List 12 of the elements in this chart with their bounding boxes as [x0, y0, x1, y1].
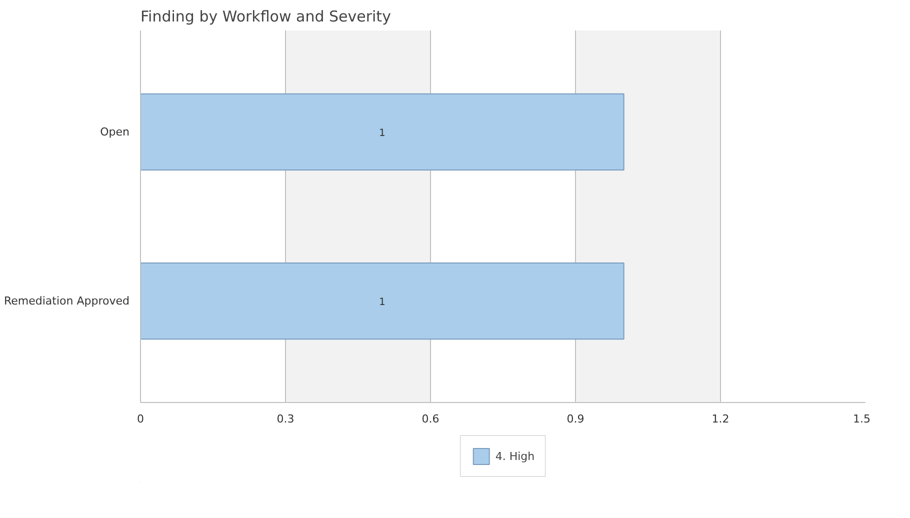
x-tick-label: 0.3 [276, 412, 294, 426]
x-tick-label: 0 [137, 412, 144, 426]
x-tick-label: 0.9 [566, 412, 584, 426]
legend-label: 4. High [495, 450, 535, 462]
y-tick-label: Open [100, 125, 130, 138]
x-tick-label: 0.6 [422, 412, 440, 426]
chart-title: Finding by Workflow and Severity [140, 8, 392, 26]
data-label: 1 [378, 297, 386, 308]
y-tick-label: Remediation Approved [4, 294, 130, 308]
x-tick-label: 1.5 [853, 412, 871, 426]
x-tick-label: 1.2 [712, 412, 730, 426]
data-label: 1 [378, 128, 386, 139]
